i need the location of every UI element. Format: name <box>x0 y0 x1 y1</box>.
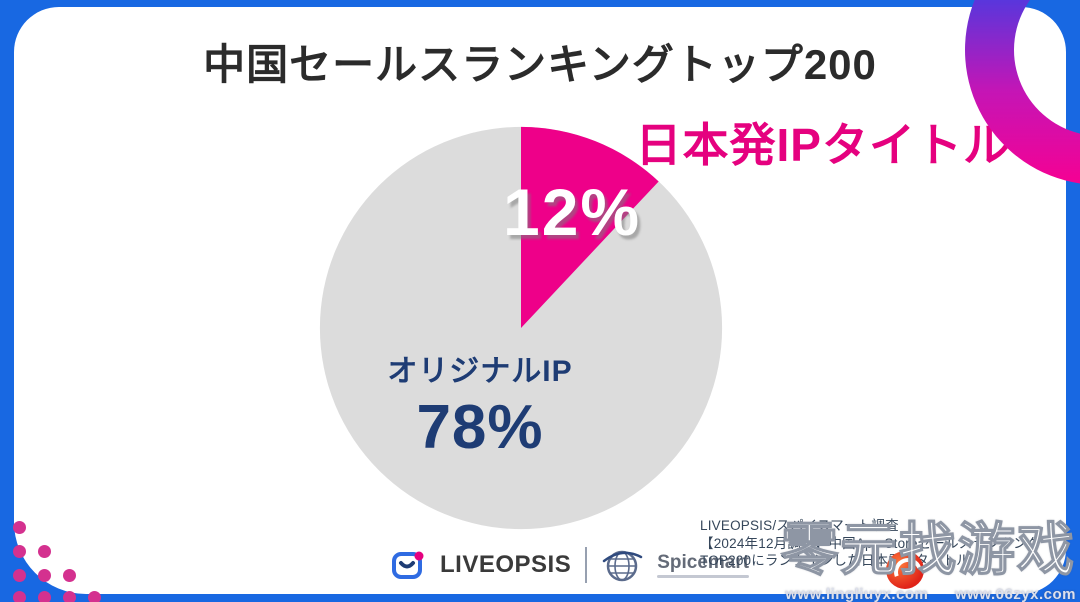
slide-title: 中国セールスランキングトップ200 <box>203 41 877 88</box>
liveopsis-logo-icon <box>392 551 424 579</box>
watermark-urls: www.lingliuyx.com www.06zyx.com <box>785 586 1076 602</box>
watermark-text: 零元找游戏 <box>780 517 1076 582</box>
spicemart-wordmark-block: Spicemart <box>657 552 750 578</box>
corner-swoosh-decoration <box>965 0 1080 184</box>
pie-label-original: オリジナルIP 78% <box>370 346 590 463</box>
source-line-1: LIVEOPSIS/スパイスマート調査 <box>700 518 899 533</box>
pie-slice-japan <box>521 126 659 329</box>
spicemart-globe-icon <box>602 550 643 582</box>
pie-svg <box>319 126 723 530</box>
pie-label-original-name: オリジナルIP <box>387 355 573 388</box>
pie-chart: 12% オリジナルIP 78% <box>315 122 727 534</box>
pie-slice-original <box>319 126 723 530</box>
pie-label-japan-pct: 12% <box>503 175 642 249</box>
slide-card: 中国セールスランキングトップ200 日本発IPタイトル 12% オリジナルIP … <box>14 7 1066 594</box>
liveopsis-wordmark: LIVEOPSIS <box>440 551 572 578</box>
watermark-url-left: www.lingliuyx.com <box>785 586 929 602</box>
spicemart-wordmark: Spicemart <box>657 552 750 573</box>
watermark-url-right: www.06zyx.com <box>955 586 1076 602</box>
highlight-label: 日本発IPタイトル <box>635 119 1010 171</box>
pie-label-original-pct: 78% <box>416 393 544 462</box>
footer-logos: LIVEOPSIS Spicemart <box>392 541 750 589</box>
spicemart-tagline <box>657 575 750 578</box>
source-line-2: 【2024年12月調査】中国App Storeセールスランキング <box>700 535 1041 551</box>
logo-divider <box>585 547 588 583</box>
watermark-logo-icon <box>886 551 924 589</box>
